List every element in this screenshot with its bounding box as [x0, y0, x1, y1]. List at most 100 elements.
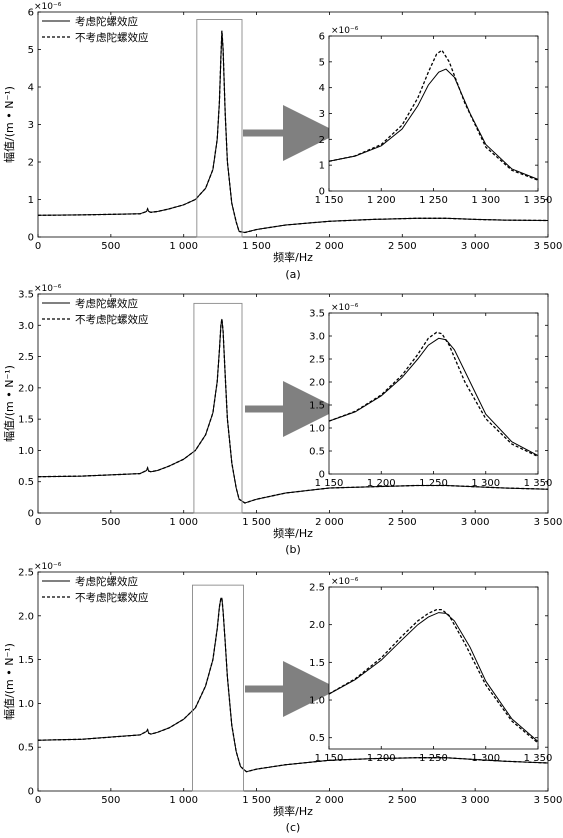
main-c-x-tick-label: 2 000 — [315, 795, 344, 806]
main-c-y-tick-label: 1.0 — [18, 699, 34, 710]
main-b-x-tick-label: 0 — [35, 517, 41, 528]
main-c-x-label: 频率/Hz — [273, 804, 313, 818]
main-b-y-tick-label: 2.0 — [18, 383, 34, 394]
zoom-box-c — [192, 584, 244, 792]
inset-b-y-tick-label: 2.0 — [309, 378, 325, 389]
inset-a-x-tick-label: 1 250 — [419, 195, 448, 206]
inset-a-y-tick-label: 1 — [319, 161, 325, 172]
main-a-x-tick-label: 2 500 — [388, 241, 417, 252]
main-a-x-tick-label: 2 000 — [315, 241, 344, 252]
inset-a-y-tick-label: 2 — [319, 135, 325, 146]
inset-b-y-tick-label: 3.0 — [309, 332, 325, 343]
zoom-box-b — [193, 302, 243, 514]
inset-a-x-tick-label: 1 350 — [524, 195, 553, 206]
main-a-x-tick-label: 1 500 — [242, 241, 271, 252]
main-c-x-tick-label: 1 500 — [242, 795, 271, 806]
main-b-y-tick-label: 0 — [28, 509, 34, 520]
main-b-x-tick-label: 3 000 — [461, 517, 490, 528]
inset-a-background — [329, 36, 538, 191]
legend-a-label-with-gyro: 考虑陀螺效应 — [75, 15, 138, 28]
inset-c-x-tick-label: 1 250 — [419, 753, 448, 764]
main-b-y-tick-label: 2.5 — [18, 352, 34, 363]
legend-b-label-without-gyro: 不考虑陀螺效应 — [75, 313, 149, 326]
main-c-x-tick-label: 500 — [101, 795, 120, 806]
main-a-y-tick-label: 1 — [28, 195, 34, 206]
inset-b-background — [329, 313, 538, 474]
inset-c-y-tick-label: 1.5 — [309, 658, 325, 669]
panel-a: 0 500 1 000 1 500 2 000 2 500 3 000 3 500 0 1 2 3 4 5… — [3, 2, 562, 281]
inset-a-y-tick-label: 5 — [319, 57, 325, 68]
inset-c-y-tick-label: 2.5 — [309, 583, 325, 594]
main-a-series-without-gyro — [37, 30, 549, 234]
inset-a-y-multiplier: ×10⁻⁶ — [331, 26, 359, 36]
inset-b-y-tick-label: 1.5 — [309, 401, 325, 412]
inset-b-x-tick-label: 1 300 — [471, 478, 500, 489]
main-a-x-tick-label: 0 — [35, 241, 41, 252]
legend-a-label-without-gyro: 不考虑陀螺效应 — [75, 31, 149, 44]
main-a-x-tick-label: 3 500 — [534, 241, 563, 252]
legend-c-label-without-gyro: 不考虑陀螺效应 — [75, 591, 149, 604]
main-b-y-tick-label: 1.5 — [18, 415, 34, 426]
inset-a-y-tick-label: 0 — [319, 187, 325, 198]
main-b-y-label: 幅值/(m • N⁻¹) — [3, 365, 16, 442]
inset-b-x-tick-label: 1 250 — [419, 478, 448, 489]
main-a-y-tick-label: 3 — [28, 120, 34, 131]
inset-c-series-with-gyro — [328, 612, 539, 742]
main-a-y-tick-label: 6 — [28, 8, 34, 19]
inset-b-y-multiplier: ×10⁻⁶ — [331, 303, 359, 313]
main-a-x-tick-label: 3 000 — [461, 241, 490, 252]
main-a-y-tick-label: 2 — [28, 158, 34, 169]
legend-b-label-with-gyro: 考虑陀螺效应 — [75, 297, 138, 310]
panel-c-caption: (c) — [286, 821, 301, 834]
main-c-x-tick-label: 0 — [35, 795, 41, 806]
main-a-y-tick-label: 5 — [28, 45, 34, 56]
main-a-y-multiplier: ×10⁻⁶ — [34, 2, 62, 12]
inset-c-y-tick-label: 2.0 — [309, 620, 325, 631]
inset-a-x-tick-label: 1 300 — [471, 195, 500, 206]
main-c-x-tick-label: 3 500 — [534, 795, 563, 806]
inset-a-y-tick-label: 4 — [319, 83, 325, 94]
inset-b-y-tick-label: 2.5 — [309, 355, 325, 366]
inset-c-x-tick-label: 1 300 — [471, 753, 500, 764]
main-b-x-tick-label: 1 000 — [169, 517, 198, 528]
panel-c: 0 500 1 000 1 500 2 000 2 500 3 000 3 500 0 0.5 1.… — [3, 562, 562, 834]
main-b-x-tick-label: 500 — [101, 517, 120, 528]
main-c-x-tick-label: 1 000 — [169, 795, 198, 806]
main-b-y-tick-label: 3.0 — [18, 321, 34, 332]
main-b-x-tick-label: 1 500 — [242, 517, 271, 528]
panel-b-caption: (b) — [285, 543, 301, 556]
inset-b-y-tick-label: 0.5 — [309, 447, 325, 458]
zoom-box-a — [196, 19, 243, 238]
main-a-y-tick-label: 4 — [28, 83, 34, 94]
main-a-x-tick-label: 1 000 — [169, 241, 198, 252]
main-a-y-tick-label: 0 — [28, 233, 34, 244]
inset-a-x-tick-label: 1 150 — [315, 195, 344, 206]
main-c-series-without-gyro — [37, 597, 549, 773]
inset-b-y-tick-label: 3.5 — [309, 309, 325, 320]
inset-b-series-without-gyro — [328, 331, 539, 458]
legend-c-label-with-gyro: 考虑陀螺效应 — [75, 575, 138, 588]
inset-a-series-with-gyro — [328, 68, 539, 180]
inset-c-x-tick-label: 1 200 — [367, 753, 396, 764]
main-c-y-tick-label: 0.5 — [18, 743, 34, 754]
main-b-y-multiplier: ×10⁻⁶ — [34, 284, 62, 294]
inset-b-x-tick-label: 1 200 — [367, 478, 396, 489]
inset-c-y-multiplier: ×10⁻⁶ — [331, 577, 359, 587]
inset-c-series-without-gyro — [328, 608, 539, 744]
main-c-y-tick-label: 0 — [28, 787, 34, 798]
main-c-x-tick-label: 2 500 — [388, 795, 417, 806]
inset-a-y-tick-label: 6 — [319, 32, 325, 43]
inset-b-x-tick-label: 1 350 — [524, 478, 553, 489]
main-a-x-label: 频率/Hz — [273, 250, 313, 264]
main-c-y-multiplier: ×10⁻⁶ — [34, 562, 62, 572]
inset-c-y-tick-label: 1.0 — [309, 696, 325, 707]
inset-a-series-without-gyro — [328, 49, 539, 181]
main-b-y-tick-label: 1.0 — [18, 446, 34, 457]
main-b-x-label: 频率/Hz — [273, 526, 313, 540]
inset-c-x-tick-label: 1 350 — [524, 753, 553, 764]
main-b-series-without-gyro — [37, 318, 549, 504]
main-a-y-label: 幅值/(m • N⁻¹) — [3, 86, 16, 163]
inset-c-y-tick-label: 0.5 — [309, 733, 325, 744]
panel-b: 0 500 1 000 1 500 2 000 2 500 3 000 3 500 0 0.5 1.… — [3, 284, 562, 556]
